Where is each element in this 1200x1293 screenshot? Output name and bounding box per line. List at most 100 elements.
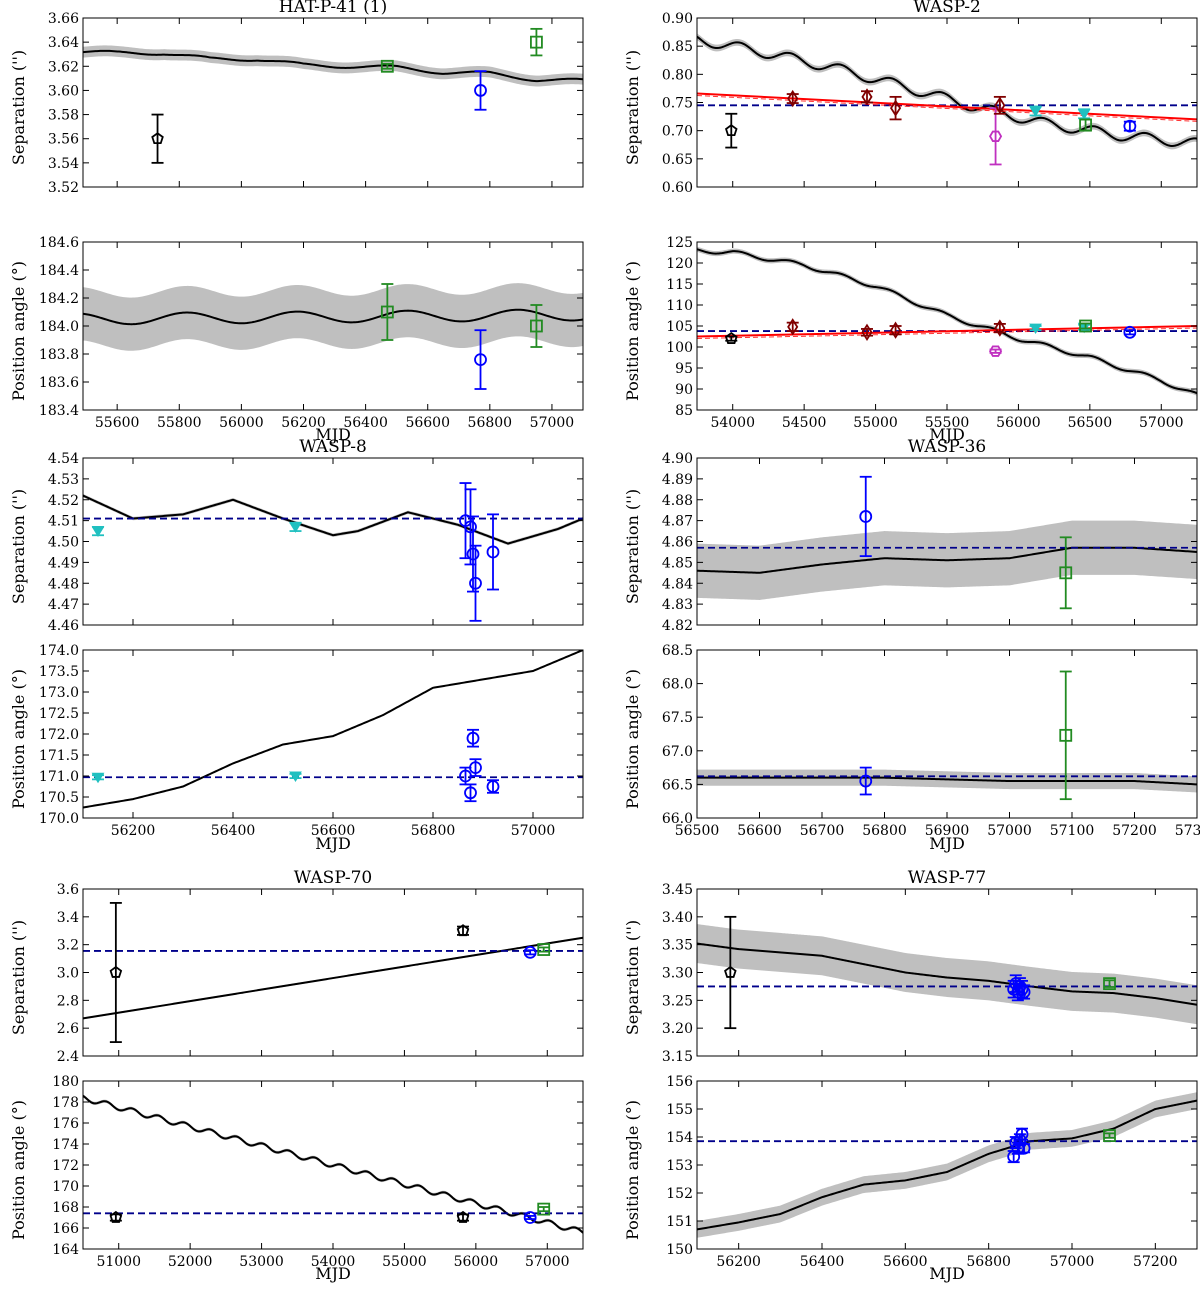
hat-p-41-sep-point-3 bbox=[530, 27, 543, 57]
wasp-77-x-axis-label: MJD bbox=[929, 1264, 965, 1283]
y-tick-label: 95 bbox=[675, 361, 693, 377]
y-tick-label: 155 bbox=[666, 1102, 693, 1118]
x-tick-label: 56500 bbox=[1068, 415, 1113, 431]
y-tick-label: 4.89 bbox=[662, 472, 693, 488]
wasp-70-pa-point-0 bbox=[109, 1210, 123, 1223]
wasp-8-title: WASP-8 bbox=[299, 437, 367, 457]
data-marker-circle bbox=[464, 786, 477, 800]
data-marker-circle bbox=[466, 731, 480, 745]
y-tick-label: 183.8 bbox=[39, 347, 79, 363]
wasp-77-title: WASP-77 bbox=[908, 868, 986, 888]
x-tick-label: 55800 bbox=[157, 415, 202, 431]
wasp-8-sep-point-0 bbox=[91, 525, 105, 538]
data-marker-pentagon bbox=[724, 331, 738, 344]
y-axis-label: Position angle (°) bbox=[9, 669, 28, 809]
x-tick-label: 56000 bbox=[454, 1254, 499, 1270]
y-tick-label: 3.20 bbox=[662, 1021, 693, 1037]
wasp-70-sep-model-line bbox=[83, 936, 583, 1020]
wasp-70-sep-point-2 bbox=[523, 945, 537, 959]
x-tick-label: 57000 bbox=[1050, 1254, 1095, 1270]
y-tick-label: 3.15 bbox=[662, 1049, 693, 1065]
wasp-70-sep-point-1 bbox=[456, 924, 470, 937]
y-tick-label: 184.6 bbox=[39, 235, 79, 251]
y-tick-label: 3.62 bbox=[48, 59, 79, 75]
hat-p-41-sep-model-line bbox=[83, 49, 583, 83]
wasp-2-pa-point-0 bbox=[724, 331, 738, 344]
x-tick-label: 56800 bbox=[411, 823, 456, 839]
y-tick-label: 66.5 bbox=[662, 777, 693, 793]
wasp-36-sep-point-1 bbox=[1059, 536, 1073, 610]
x-tick-label: 57200 bbox=[1112, 823, 1157, 839]
y-axis-label: Position angle (°) bbox=[623, 261, 642, 401]
y-tick-label: 184.2 bbox=[39, 291, 79, 307]
data-marker-diamond bbox=[861, 88, 873, 106]
x-tick-label: 56800 bbox=[862, 823, 907, 839]
y-tick-label: 3.40 bbox=[662, 910, 693, 926]
hat-p-41-sep-panel: 3.52 3.54 3.56 3.58 3.60 3.62 3.64 3.66 Separati… bbox=[9, 11, 584, 196]
y-axis-label: Position angle (°) bbox=[9, 1100, 28, 1240]
y-tick-label: 3.54 bbox=[48, 156, 79, 172]
data-marker-diamond bbox=[890, 99, 902, 117]
x-tick-label: 56200 bbox=[716, 1254, 761, 1270]
wasp-36-title: WASP-36 bbox=[908, 437, 986, 457]
wasp-70-sep-point-3 bbox=[537, 943, 551, 956]
x-tick-label: 56700 bbox=[800, 823, 845, 839]
y-tick-label: 171.0 bbox=[39, 769, 79, 785]
hat-p-41-pa-point-0 bbox=[380, 283, 394, 341]
y-tick-label: 4.53 bbox=[48, 472, 79, 488]
wasp-8-pa-point-0 bbox=[91, 772, 105, 784]
hat-p-41-pa-plot-area bbox=[83, 283, 583, 390]
y-tick-label: 4.49 bbox=[48, 555, 79, 571]
wasp-70-x-axis-label: MJD bbox=[315, 1264, 351, 1283]
wasp-77-sep-panel: 3.15 3.20 3.25 3.30 3.35 3.40 3.45 Separation (… bbox=[623, 882, 1198, 1065]
data-marker-pentagon bbox=[109, 1210, 123, 1223]
x-tick-label: 55000 bbox=[382, 1254, 427, 1270]
data-marker-square bbox=[380, 305, 394, 319]
x-tick-label: 56200 bbox=[281, 415, 326, 431]
y-tick-label: 4.46 bbox=[48, 618, 79, 634]
wasp-8-pa-plot-area bbox=[83, 650, 583, 809]
data-marker-triangle bbox=[1029, 106, 1042, 117]
y-tick-label: 4.83 bbox=[662, 597, 693, 613]
y-tick-label: 3.6 bbox=[57, 882, 79, 898]
data-marker-triangle bbox=[91, 772, 105, 784]
wasp-8-sep-uncertainty-band bbox=[83, 493, 583, 546]
y-axis-label: Position angle (°) bbox=[9, 261, 28, 401]
data-marker-pentagon bbox=[456, 1210, 470, 1223]
y-tick-label: 168 bbox=[52, 1200, 79, 1216]
y-tick-label: 3.30 bbox=[662, 966, 693, 982]
data-marker-circle bbox=[1017, 1141, 1031, 1155]
y-tick-label: 173.5 bbox=[39, 664, 79, 680]
y-tick-label: 184.4 bbox=[39, 263, 79, 279]
wasp-70-pa-panel: 164 166 168 170 172 174 176 178 180 51000 52000 530… bbox=[9, 1074, 584, 1270]
y-tick-label: 4.47 bbox=[48, 597, 79, 613]
x-tick-label: 54000 bbox=[710, 415, 755, 431]
x-tick-label: 56500 bbox=[675, 823, 720, 839]
y-tick-label: 67.5 bbox=[662, 710, 693, 726]
hat-p-41-sep-uncertainty-band bbox=[83, 45, 583, 87]
y-tick-label: 183.4 bbox=[39, 403, 79, 419]
wasp-77-pa-panel: 150 151 152 153 154 155 156 56200 56400 56600 5680… bbox=[623, 1074, 1198, 1270]
wasp-70-title: WASP-70 bbox=[294, 868, 372, 888]
x-tick-label: 57000 bbox=[530, 415, 575, 431]
wasp-36-sep-plot-area bbox=[697, 475, 1197, 610]
y-tick-label: 105 bbox=[666, 319, 693, 335]
y-tick-label: 180 bbox=[52, 1074, 79, 1090]
x-tick-label: 56400 bbox=[800, 1254, 845, 1270]
data-marker-square bbox=[1103, 1129, 1116, 1142]
y-tick-label: 68.5 bbox=[662, 643, 693, 659]
y-tick-label: 3.56 bbox=[48, 132, 79, 148]
data-marker-triangle bbox=[289, 771, 302, 782]
hat-p-41-sep-point-2 bbox=[474, 70, 487, 111]
wasp-2-sep-point-2 bbox=[861, 88, 873, 106]
wasp-2-sep-point-8 bbox=[1079, 118, 1092, 132]
y-axis-label: Separation ('') bbox=[623, 920, 642, 1035]
y-tick-label: 3.35 bbox=[662, 938, 693, 954]
wasp-70-pa-point-3 bbox=[537, 1202, 551, 1216]
wasp-77-sep-uncertainty-band bbox=[697, 924, 1197, 1025]
x-tick-label: 57100 bbox=[1050, 823, 1095, 839]
y-tick-label: 67.0 bbox=[662, 744, 693, 760]
y-tick-label: 2.6 bbox=[57, 1021, 79, 1037]
wasp-70-sep-point-0 bbox=[109, 902, 123, 1043]
y-tick-label: 3.4 bbox=[57, 910, 79, 926]
